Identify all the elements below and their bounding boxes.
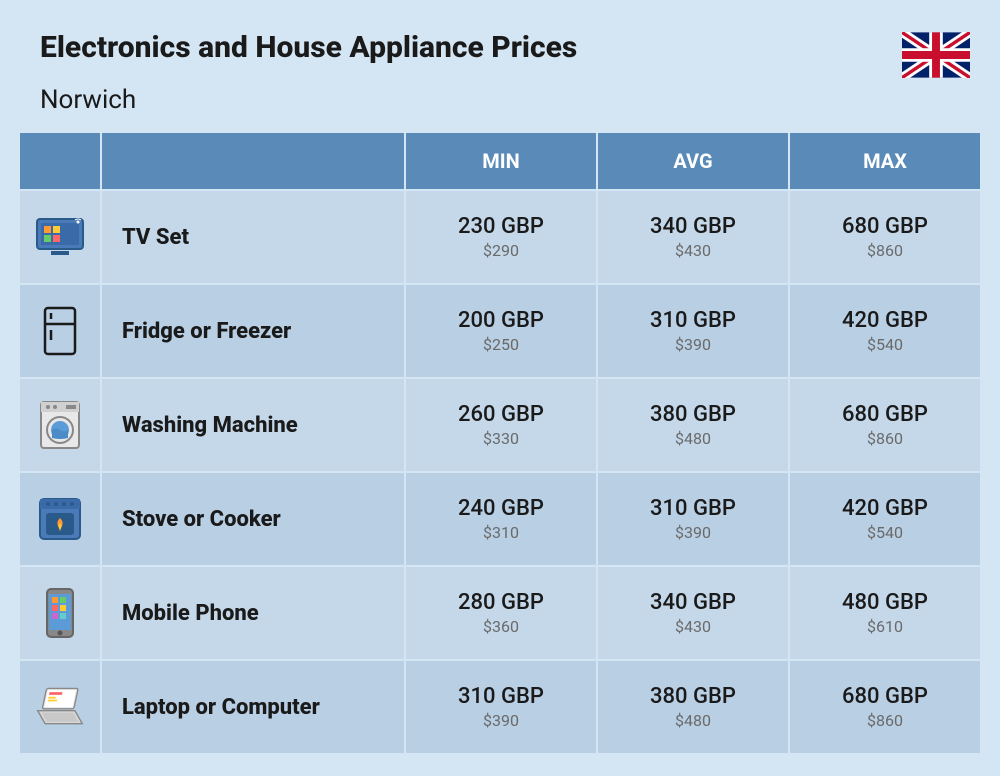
cell-avg: 310 GBP $390 — [598, 473, 788, 565]
cell-icon — [20, 567, 100, 659]
table-body: TV Set 230 GBP $290 340 GBP $430 680 GBP… — [20, 189, 980, 753]
th-min: MIN — [406, 133, 596, 189]
price-usd: $860 — [867, 711, 903, 730]
price-gbp: 680 GBP — [842, 214, 928, 239]
price-usd: $540 — [867, 523, 903, 542]
cell-avg: 380 GBP $480 — [598, 379, 788, 471]
page-container: Electronics and House Appliance Prices N… — [0, 0, 1000, 753]
tv-icon — [34, 211, 86, 263]
cell-min: 230 GBP $290 — [406, 191, 596, 283]
price-usd: $390 — [675, 335, 711, 354]
table-header-row: MIN AVG MAX — [20, 133, 980, 189]
price-usd: $390 — [483, 711, 519, 730]
header-text: Electronics and House Appliance Prices N… — [40, 30, 577, 115]
cell-icon — [20, 379, 100, 471]
price-gbp: 310 GBP — [650, 496, 736, 521]
cell-max: 680 GBP $860 — [790, 661, 980, 753]
cell-name: TV Set — [102, 191, 404, 283]
cell-max: 480 GBP $610 — [790, 567, 980, 659]
cell-icon — [20, 473, 100, 565]
table-row: Mobile Phone 280 GBP $360 340 GBP $430 4… — [20, 565, 980, 659]
page-title: Electronics and House Appliance Prices — [40, 30, 577, 65]
price-usd: $610 — [867, 617, 903, 636]
washer-icon — [34, 399, 86, 451]
price-gbp: 380 GBP — [650, 684, 736, 709]
price-usd: $480 — [675, 711, 711, 730]
cell-avg: 380 GBP $480 — [598, 661, 788, 753]
price-usd: $860 — [867, 429, 903, 448]
cell-icon — [20, 285, 100, 377]
item-name: Mobile Phone — [122, 601, 259, 626]
price-usd: $390 — [675, 523, 711, 542]
cell-avg: 340 GBP $430 — [598, 191, 788, 283]
price-usd: $860 — [867, 241, 903, 260]
page-subtitle: Norwich — [40, 85, 577, 115]
table-row: Laptop or Computer 310 GBP $390 380 GBP … — [20, 659, 980, 753]
th-max: MAX — [790, 133, 980, 189]
item-name: Stove or Cooker — [122, 507, 281, 532]
cell-min: 260 GBP $330 — [406, 379, 596, 471]
cell-name: Mobile Phone — [102, 567, 404, 659]
cell-max: 420 GBP $540 — [790, 473, 980, 565]
price-gbp: 380 GBP — [650, 402, 736, 427]
price-gbp: 310 GBP — [650, 308, 736, 333]
price-table: MIN AVG MAX TV Set 230 GBP $290 340 GBP … — [20, 133, 980, 753]
cell-max: 680 GBP $860 — [790, 379, 980, 471]
price-gbp: 280 GBP — [458, 590, 544, 615]
table-row: Fridge or Freezer 200 GBP $250 310 GBP $… — [20, 283, 980, 377]
th-name-blank — [102, 133, 404, 189]
item-name: Fridge or Freezer — [122, 319, 291, 344]
price-usd: $430 — [675, 241, 711, 260]
price-usd: $480 — [675, 429, 711, 448]
cell-min: 200 GBP $250 — [406, 285, 596, 377]
th-icon-blank — [20, 133, 100, 189]
item-name: TV Set — [122, 225, 189, 250]
cell-icon — [20, 661, 100, 753]
uk-flag-icon — [902, 32, 970, 78]
price-gbp: 420 GBP — [842, 308, 928, 333]
price-gbp: 680 GBP — [842, 402, 928, 427]
cell-min: 240 GBP $310 — [406, 473, 596, 565]
cell-name: Fridge or Freezer — [102, 285, 404, 377]
th-avg: AVG — [598, 133, 788, 189]
cell-icon — [20, 191, 100, 283]
stove-icon — [34, 493, 86, 545]
price-gbp: 240 GBP — [458, 496, 544, 521]
price-usd: $250 — [483, 335, 519, 354]
price-usd: $290 — [483, 241, 519, 260]
item-name: Laptop or Computer — [122, 695, 320, 720]
price-gbp: 260 GBP — [458, 402, 544, 427]
price-usd: $330 — [483, 429, 519, 448]
price-usd: $360 — [483, 617, 519, 636]
price-usd: $430 — [675, 617, 711, 636]
cell-min: 280 GBP $360 — [406, 567, 596, 659]
price-usd: $540 — [867, 335, 903, 354]
price-gbp: 680 GBP — [842, 684, 928, 709]
laptop-icon — [34, 681, 86, 733]
header: Electronics and House Appliance Prices N… — [20, 30, 980, 133]
price-gbp: 200 GBP — [458, 308, 544, 333]
cell-name: Washing Machine — [102, 379, 404, 471]
fridge-icon — [34, 305, 86, 357]
price-gbp: 420 GBP — [842, 496, 928, 521]
table-row: TV Set 230 GBP $290 340 GBP $430 680 GBP… — [20, 189, 980, 283]
cell-max: 420 GBP $540 — [790, 285, 980, 377]
cell-max: 680 GBP $860 — [790, 191, 980, 283]
table-row: Stove or Cooker 240 GBP $310 310 GBP $39… — [20, 471, 980, 565]
cell-name: Stove or Cooker — [102, 473, 404, 565]
price-gbp: 340 GBP — [650, 590, 736, 615]
table-row: Washing Machine 260 GBP $330 380 GBP $48… — [20, 377, 980, 471]
cell-avg: 310 GBP $390 — [598, 285, 788, 377]
price-usd: $310 — [483, 523, 519, 542]
price-gbp: 310 GBP — [458, 684, 544, 709]
phone-icon — [34, 587, 86, 639]
item-name: Washing Machine — [122, 413, 298, 438]
price-gbp: 230 GBP — [458, 214, 544, 239]
price-gbp: 340 GBP — [650, 214, 736, 239]
price-gbp: 480 GBP — [842, 590, 928, 615]
cell-avg: 340 GBP $430 — [598, 567, 788, 659]
cell-min: 310 GBP $390 — [406, 661, 596, 753]
cell-name: Laptop or Computer — [102, 661, 404, 753]
